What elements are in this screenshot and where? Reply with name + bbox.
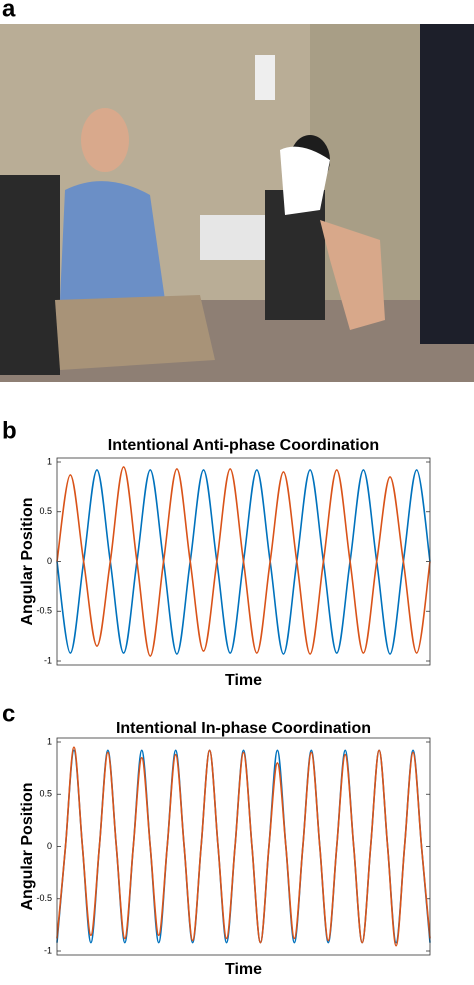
y-tick-label: 0 [47, 841, 52, 851]
y-axis-label: Angular Position [19, 498, 36, 626]
y-axis-label: Angular Position [19, 783, 36, 911]
panel-label: c [2, 700, 15, 727]
panel-label: b [2, 417, 17, 444]
y-tick-label: -0.5 [36, 606, 52, 616]
y-tick-label: -1 [44, 945, 52, 955]
data-line [56, 746, 431, 947]
y-tick-label: 0.5 [39, 789, 52, 799]
x-axis-label: Time [225, 672, 262, 689]
plot-frame [56, 737, 431, 956]
y-tick-label: -0.5 [36, 893, 52, 903]
panel-label: a [2, 0, 16, 22]
data-line [56, 466, 431, 657]
y-tick-label: 0 [47, 556, 52, 566]
chart-title: Intentional Anti-phase Coordination [108, 437, 379, 454]
plot-frame [56, 457, 431, 666]
y-tick-label: 0.5 [39, 506, 52, 516]
y-tick-label: -1 [44, 655, 52, 665]
chart-title: Intentional In-phase Coordination [116, 720, 371, 737]
photo [0, 24, 474, 382]
y-tick-label: 1 [47, 456, 52, 466]
x-axis-label: Time [225, 961, 262, 978]
data-line [56, 749, 431, 944]
y-tick-label: 1 [47, 736, 52, 746]
